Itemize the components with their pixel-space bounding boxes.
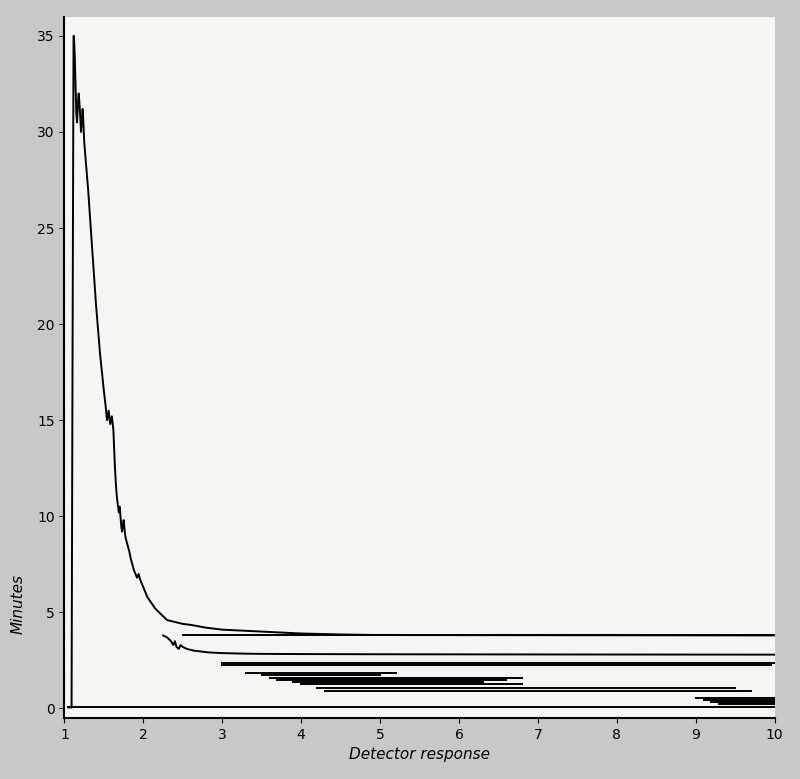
X-axis label: Detector response: Detector response [349, 747, 490, 763]
Text: Minutes: Minutes [11, 574, 26, 634]
